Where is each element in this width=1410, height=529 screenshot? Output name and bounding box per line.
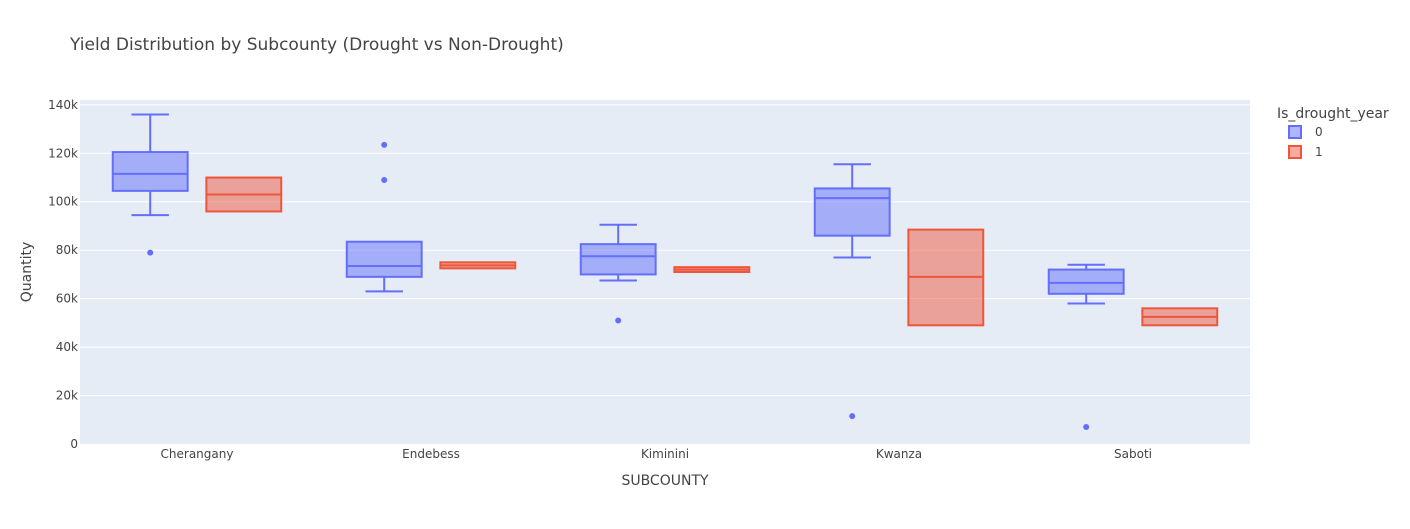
x-tick-label: Cherangany (161, 447, 234, 461)
box-cherangany-1[interactable] (205, 176, 283, 213)
outlier-point (1083, 424, 1090, 431)
box-endebess-1[interactable] (439, 261, 517, 270)
y-axis-title: Quantity (19, 242, 35, 303)
outlier-point (381, 176, 388, 183)
box-kiminini-1[interactable] (673, 266, 751, 274)
legend[interactable]: Is_drought_year 01 (1277, 106, 1389, 159)
legend-label: 0 (1315, 125, 1323, 139)
legend-item-1[interactable]: 1 (1288, 145, 1323, 159)
series-0 (111, 113, 1125, 431)
outlier-point (381, 141, 388, 148)
outlier-point (147, 249, 154, 256)
box-cherangany-0[interactable] (111, 113, 189, 256)
box-kwanza-0[interactable] (813, 163, 891, 420)
x-tick-label: Endebess (402, 447, 460, 461)
x-axis-title: SUBCOUNTY (621, 473, 709, 489)
y-axis-ticks: 0 20k 40k 60k 80k 100k 120k 140k (48, 98, 78, 451)
box-kiminini-0[interactable] (579, 223, 657, 324)
box-kwanza-1[interactable] (907, 228, 985, 327)
y-tick-label: 140k (48, 98, 78, 112)
outlier-point (615, 317, 622, 324)
legend-item-0[interactable]: 0 (1288, 125, 1323, 139)
box-saboti-1[interactable] (1141, 307, 1219, 327)
y-tick-label: 120k (48, 146, 78, 160)
box-iqr (1047, 268, 1125, 295)
legend-items[interactable]: 01 (1288, 125, 1323, 159)
y-tick-label: 20k (56, 389, 78, 403)
x-tick-label: Kwanza (876, 447, 922, 461)
box-series-layer (111, 113, 1219, 431)
legend-title: Is_drought_year (1277, 106, 1389, 122)
x-tick-label: Saboti (1114, 447, 1152, 461)
series-1 (205, 176, 1219, 327)
outlier-point (849, 413, 856, 420)
box-iqr (111, 151, 189, 192)
legend-label: 1 (1315, 145, 1323, 159)
legend-swatch (1288, 125, 1302, 139)
chart-title: Yield Distribution by Subcounty (Drought… (69, 35, 564, 55)
box-iqr (579, 243, 657, 276)
box-saboti-0[interactable] (1047, 263, 1125, 431)
gridlines (80, 104, 1250, 397)
legend-swatch (1288, 145, 1302, 159)
y-tick-label: 40k (56, 340, 78, 354)
x-axis-ticks: Cherangany Endebess Kiminini Kwanza Saboti (161, 447, 1152, 461)
box-iqr (813, 187, 891, 237)
box-endebess-0[interactable] (345, 141, 423, 293)
y-tick-label: 80k (56, 243, 78, 257)
y-tick-label: 100k (48, 195, 78, 209)
y-tick-label: 0 (70, 437, 78, 451)
box-iqr (345, 240, 423, 278)
x-tick-label: Kiminini (641, 447, 689, 461)
y-tick-label: 60k (56, 292, 78, 306)
